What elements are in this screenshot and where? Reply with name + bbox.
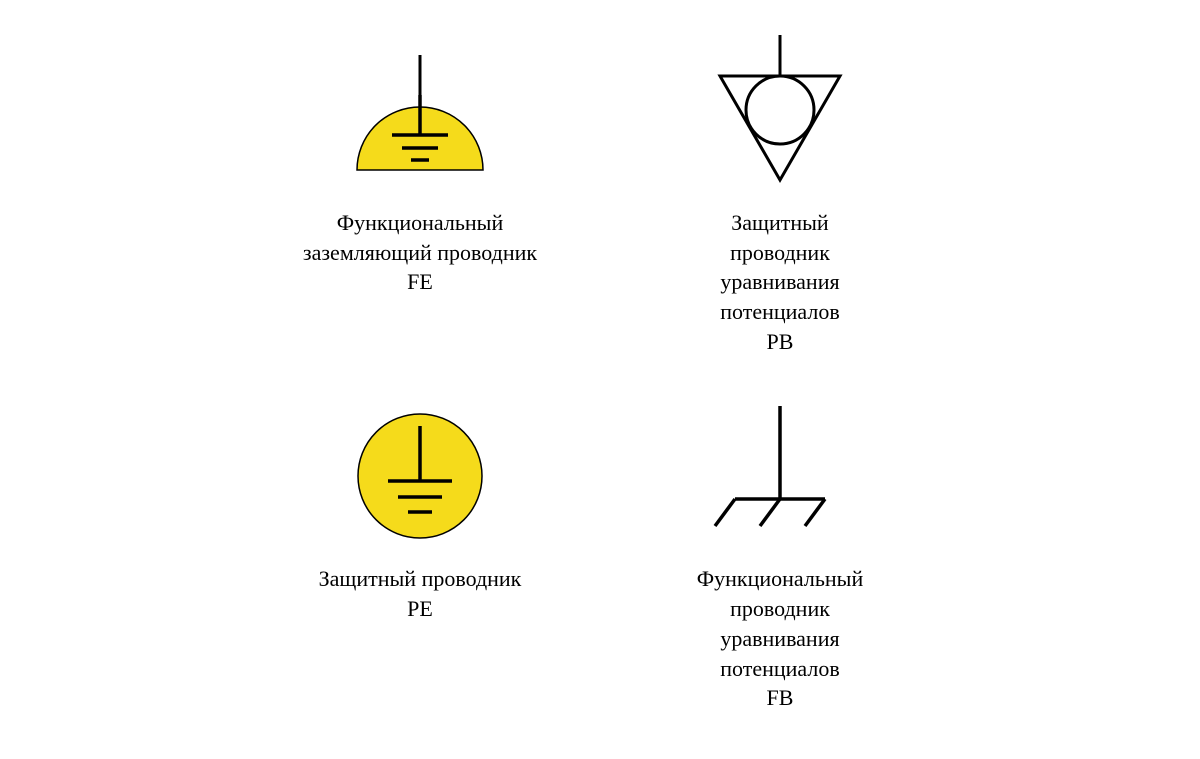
symbol-fe bbox=[330, 30, 510, 190]
label-fb: Функциональный проводник уравнивания пот… bbox=[697, 564, 863, 712]
cell-pe: Защитный проводник PE bbox=[260, 386, 580, 712]
protective-bonding-icon bbox=[690, 30, 870, 190]
functional-bonding-icon bbox=[690, 386, 870, 546]
cell-fb: Функциональный проводник уравнивания пот… bbox=[620, 386, 940, 712]
symbol-grid: Функциональный заземляющий проводник FE … bbox=[260, 30, 940, 713]
symbol-pb bbox=[690, 30, 870, 190]
label-pb: Защитный проводник уравнивания потенциал… bbox=[720, 208, 840, 356]
functional-earth-icon bbox=[330, 40, 510, 190]
cell-fe: Функциональный заземляющий проводник FE bbox=[260, 30, 580, 356]
label-fe: Функциональный заземляющий проводник FE bbox=[303, 208, 537, 297]
protective-earth-icon bbox=[330, 386, 510, 546]
label-pe: Защитный проводник PE bbox=[319, 564, 522, 623]
symbol-fb bbox=[690, 386, 870, 546]
symbol-pe bbox=[330, 386, 510, 546]
cell-pb: Защитный проводник уравнивания потенциал… bbox=[620, 30, 940, 356]
